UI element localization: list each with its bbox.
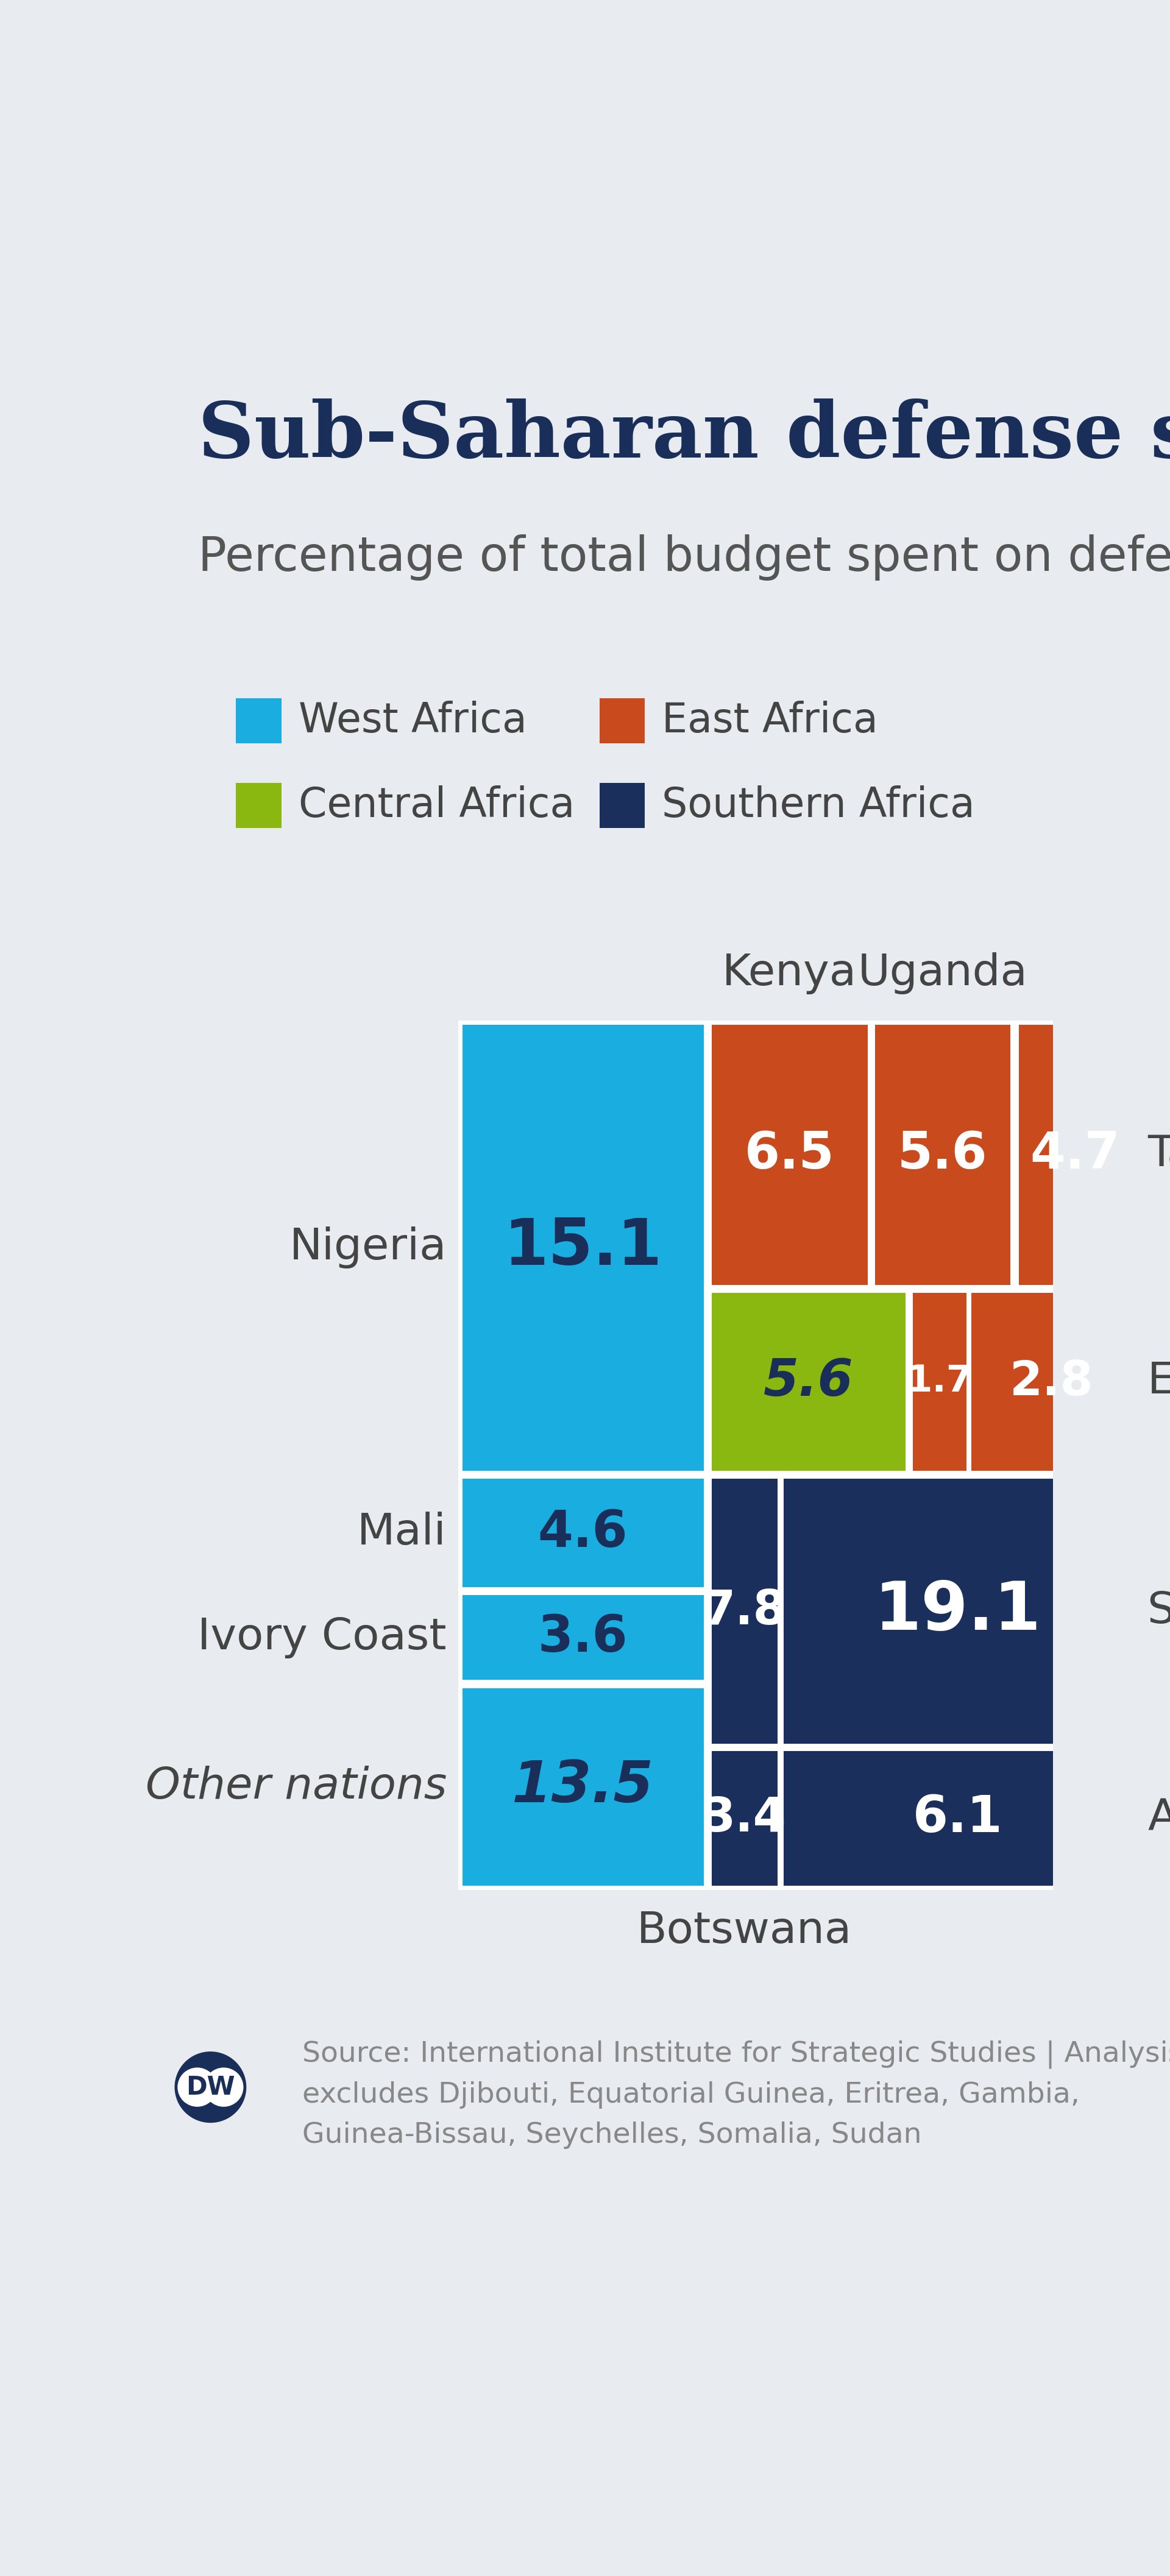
- Text: 4.7: 4.7: [1031, 1131, 1120, 1180]
- Text: Percentage of total budget spent on defense: Percentage of total budget spent on defe…: [198, 533, 1170, 580]
- Text: 15.1: 15.1: [503, 1216, 662, 1278]
- Bar: [873, 1023, 1012, 1288]
- Bar: [782, 1476, 1134, 1747]
- Text: 4.6: 4.6: [538, 1507, 627, 1558]
- Text: DW: DW: [186, 2074, 235, 2099]
- Bar: [599, 698, 645, 744]
- Text: 6.5: 6.5: [744, 1131, 834, 1180]
- Text: Angola: Angola: [1148, 1798, 1170, 1839]
- Text: Sub-Saharan defense spending by region: Sub-Saharan defense spending by region: [198, 399, 1170, 474]
- Bar: [709, 1749, 779, 1888]
- Text: 6.1: 6.1: [913, 1793, 1003, 1842]
- Bar: [460, 1023, 706, 1473]
- Bar: [1017, 1023, 1134, 1288]
- Text: Central Africa: Central Africa: [298, 786, 574, 824]
- Text: Nigeria: Nigeria: [289, 1226, 447, 1267]
- Text: Source: International Institute for Strategic Studies | Analysis
excludes Djibou: Source: International Institute for Stra…: [302, 2040, 1170, 2148]
- Circle shape: [174, 2050, 247, 2123]
- Text: Southern Africa: Southern Africa: [662, 786, 975, 824]
- Bar: [910, 1291, 968, 1473]
- Circle shape: [178, 2069, 216, 2107]
- Text: Botswana: Botswana: [636, 1909, 852, 1953]
- Bar: [236, 783, 281, 827]
- Text: 1.7: 1.7: [906, 1363, 972, 1399]
- Text: Ivory Coast: Ivory Coast: [198, 1615, 447, 1659]
- Text: Mali: Mali: [357, 1512, 447, 1553]
- Bar: [709, 1023, 869, 1288]
- Text: 5.6: 5.6: [897, 1131, 987, 1180]
- Bar: [460, 1476, 706, 1589]
- Text: South Africa: South Africa: [1148, 1589, 1170, 1633]
- Text: Other nations: Other nations: [145, 1765, 447, 1808]
- Text: Tanzania: Tanzania: [1148, 1133, 1170, 1175]
- Bar: [709, 1476, 779, 1747]
- Text: 3.6: 3.6: [538, 1613, 627, 1662]
- Bar: [709, 1291, 908, 1473]
- Text: 13.5: 13.5: [511, 1759, 654, 1814]
- Bar: [236, 698, 281, 744]
- Circle shape: [204, 2069, 243, 2107]
- Text: 7.8: 7.8: [702, 1587, 786, 1633]
- Bar: [460, 1685, 706, 1888]
- Text: 3.4: 3.4: [702, 1795, 786, 1842]
- Text: 19.1: 19.1: [874, 1579, 1041, 1643]
- Text: 5.6: 5.6: [763, 1358, 853, 1406]
- Text: East Africa: East Africa: [662, 701, 879, 742]
- Text: Kenya: Kenya: [722, 953, 856, 994]
- Bar: [782, 1749, 1134, 1888]
- Bar: [969, 1291, 1134, 1473]
- Text: 2.8: 2.8: [1010, 1358, 1094, 1404]
- Bar: [460, 1592, 706, 1682]
- Text: Uganda: Uganda: [858, 953, 1027, 994]
- Bar: [599, 783, 645, 827]
- Text: Ethiopia: Ethiopia: [1148, 1360, 1170, 1401]
- Text: West Africa: West Africa: [298, 701, 526, 742]
